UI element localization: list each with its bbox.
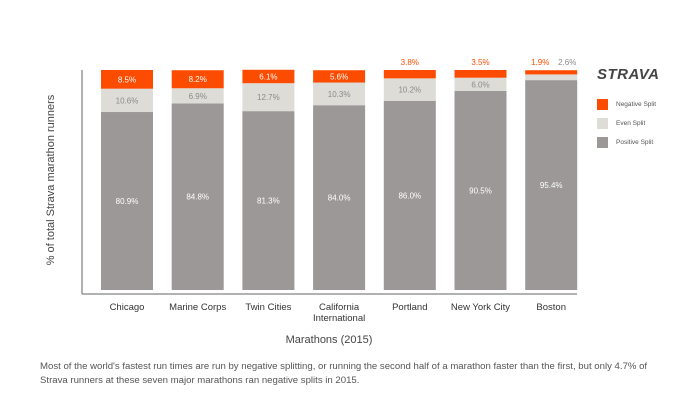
legend: Negative Split Even Split Positive Split [597,96,656,153]
bar-even-split [101,88,153,113]
data-label-positive: 84.8% [186,193,209,202]
data-label-negative: 6.1% [259,72,277,81]
x-tick-label: Boston [536,302,566,313]
caption: Most of the world's fastest run times ar… [40,361,648,386]
data-label-positive: 95.4% [540,181,563,190]
bar-negative-split [525,70,578,75]
x-tick-label: California [319,302,360,313]
strava-logo: STRAVA [597,66,660,83]
data-label-positive: 86.0% [398,191,421,200]
bar-positive-split [454,90,507,291]
bar-positive-split [383,100,436,290]
data-label-negative: 3.5% [471,58,489,67]
data-label-even: 10.3% [328,90,351,99]
x-axis-label: Marathons (2015) [286,334,373,346]
data-label-positive: 81.3% [257,197,280,206]
bar-negative-split [171,70,224,89]
data-label-even: 10.6% [116,96,139,105]
bar-positive-split [525,80,578,291]
legend-label-negative: Negative Split [616,101,657,108]
bar-positive-split [313,105,366,290]
legend-item-even: Even Split [597,115,656,132]
data-label-positive: 84.0% [328,194,351,203]
bar-positive-split [171,103,224,290]
legend-item-positive: Positive Split [597,134,656,151]
y-axis-label: % of total Strava marathon runners [45,94,57,265]
data-label-even: 6.9% [189,92,207,101]
bar-even-split [313,82,366,106]
x-tick-label: New York City [451,302,510,313]
bar-negative-split [101,70,153,89]
data-label-positive: 80.9% [116,197,139,206]
data-label-even: 12.7% [257,93,280,102]
bar-negative-split [242,69,295,84]
data-label-even: 10.2% [398,86,421,95]
x-tick-label: Twin Cities [245,302,291,313]
bar-even-split [454,77,507,91]
bar-positive-split [242,111,295,290]
bar-even-split [383,78,436,101]
legend-item-negative: Negative Split [597,96,656,113]
x-tick-label: Chicago [110,302,145,313]
data-label-positive: 90.5% [469,186,492,195]
bar-negative-split [383,70,436,79]
x-tick-label: Marine Corps [169,302,226,313]
bar-positive-split [101,112,153,291]
legend-swatch-negative [597,99,608,110]
data-label-negative: 8.2% [189,75,207,84]
bar-even-split [242,83,295,112]
data-label-even: 2.6% [558,58,576,67]
data-label-even: 6.0% [471,80,489,89]
data-label-negative: 5.6% [330,72,348,81]
bar-negative-split [454,70,507,78]
data-label-negative: 1.9% [531,58,549,67]
x-tick-label: Portland [392,302,427,313]
legend-label-positive: Positive Split [616,139,654,146]
x-tick-label: International [313,313,365,324]
bar-even-split [525,74,578,81]
data-label-negative: 3.8% [401,58,419,67]
legend-label-even: Even Split [616,120,646,127]
legend-swatch-even [597,118,608,129]
data-label-negative: 8.5% [118,75,136,84]
legend-swatch-positive [597,137,608,148]
bar-negative-split [313,70,366,83]
bar-even-split [171,88,224,104]
